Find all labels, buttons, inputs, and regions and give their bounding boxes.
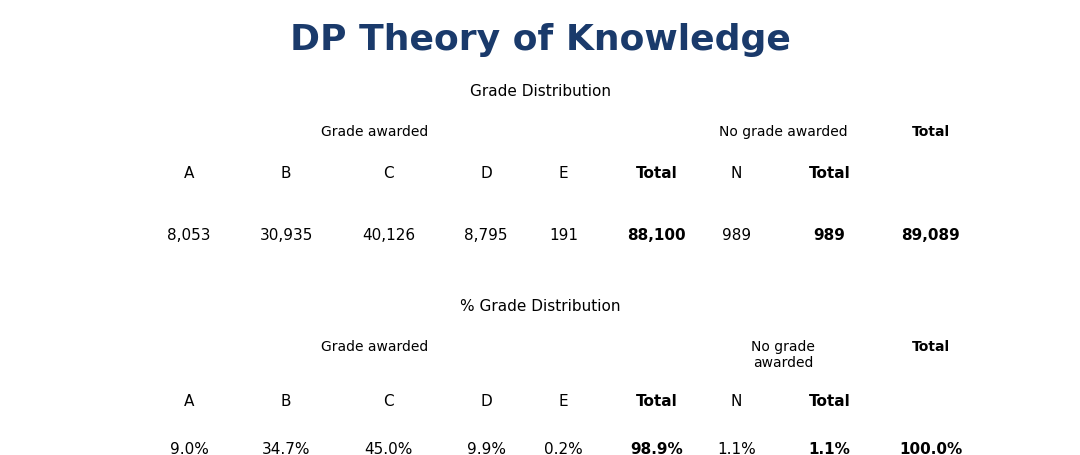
Text: 1.1%: 1.1% — [809, 441, 850, 455]
Text: 34.7%: 34.7% — [262, 441, 310, 455]
Text: 8,053: 8,053 — [167, 228, 211, 243]
Text: N: N — [731, 166, 742, 181]
Text: Total: Total — [912, 339, 950, 353]
Text: Grade Distribution: Grade Distribution — [470, 84, 610, 99]
Text: DP Theory of Knowledge: DP Theory of Knowledge — [289, 23, 791, 57]
Text: A: A — [184, 166, 194, 181]
Text: E: E — [559, 394, 568, 409]
Text: Total: Total — [636, 166, 677, 181]
Text: 989: 989 — [813, 228, 846, 243]
Text: 8,795: 8,795 — [464, 228, 508, 243]
Text: 1.1%: 1.1% — [717, 441, 756, 455]
Text: D: D — [481, 394, 491, 409]
Text: 30,935: 30,935 — [259, 228, 313, 243]
Text: % Grade Distribution: % Grade Distribution — [460, 298, 620, 313]
Text: 98.9%: 98.9% — [631, 441, 683, 455]
Text: Grade awarded: Grade awarded — [321, 125, 429, 139]
Text: No grade
awarded: No grade awarded — [751, 339, 815, 369]
Text: D: D — [481, 166, 491, 181]
Text: B: B — [281, 394, 292, 409]
Text: A: A — [184, 394, 194, 409]
Text: Total: Total — [809, 394, 850, 409]
Text: E: E — [559, 166, 568, 181]
Text: C: C — [383, 394, 394, 409]
Text: N: N — [731, 394, 742, 409]
Text: 100.0%: 100.0% — [900, 441, 962, 455]
Text: No grade awarded: No grade awarded — [718, 125, 848, 139]
Text: C: C — [383, 166, 394, 181]
Text: Total: Total — [636, 394, 677, 409]
Text: Grade awarded: Grade awarded — [321, 339, 429, 353]
Text: Total: Total — [912, 125, 950, 139]
Text: 89,089: 89,089 — [902, 228, 960, 243]
Text: B: B — [281, 166, 292, 181]
Text: 88,100: 88,100 — [627, 228, 686, 243]
Text: 45.0%: 45.0% — [365, 441, 413, 455]
Text: 191: 191 — [550, 228, 578, 243]
Text: 9.0%: 9.0% — [170, 441, 208, 455]
Text: 989: 989 — [723, 228, 751, 243]
Text: 9.9%: 9.9% — [467, 441, 505, 455]
Text: Total: Total — [809, 166, 850, 181]
Text: 40,126: 40,126 — [362, 228, 416, 243]
Text: 0.2%: 0.2% — [544, 441, 583, 455]
